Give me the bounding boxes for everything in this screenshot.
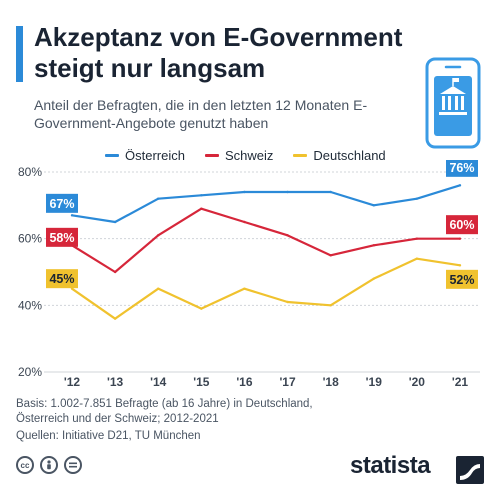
data-point xyxy=(415,257,419,260)
y-tick-label: 20% xyxy=(18,365,42,379)
x-tick-label: '15 xyxy=(193,375,210,389)
chart-title: Akzeptanz von E-Government steigt nur la… xyxy=(34,22,403,83)
legend-item-oesterreich: Österreich xyxy=(105,148,185,163)
end-label-2-text: 52% xyxy=(449,273,474,287)
nd-equals-icon xyxy=(64,456,82,474)
cc-icon: cc xyxy=(16,456,34,474)
x-tick-label: '18 xyxy=(323,375,340,389)
legend-swatch-deutschland xyxy=(293,154,308,157)
data-point xyxy=(415,197,419,200)
start-label-2: 45% xyxy=(46,269,78,289)
title-accent-bar xyxy=(16,26,23,82)
data-point xyxy=(458,184,462,187)
footer-basis: Basis: 1.002-7.851 Befragte (ab 16 Jahre… xyxy=(16,398,313,425)
end-label-2: 52% xyxy=(446,269,478,289)
statista-logo-mark-icon[interactable] xyxy=(456,456,484,484)
start-label-2-text: 45% xyxy=(49,272,74,286)
data-point xyxy=(329,190,332,194)
data-point xyxy=(200,207,203,210)
data-point xyxy=(243,190,246,194)
data-point xyxy=(113,220,117,224)
data-point xyxy=(243,220,246,224)
data-point xyxy=(243,287,246,290)
end-label-1-text: 60% xyxy=(449,218,474,232)
data-point xyxy=(286,190,289,194)
legend-label-schweiz: Schweiz xyxy=(224,148,274,163)
legend-item-deutschland: Deutschland xyxy=(293,148,386,163)
data-point xyxy=(458,237,462,240)
legend-swatch-oesterreich xyxy=(105,154,119,157)
end-label-1-box xyxy=(446,215,478,235)
end-label-0-text: 76% xyxy=(449,161,474,175)
data-point xyxy=(286,234,289,237)
data-point xyxy=(286,300,289,304)
line-chart: 20% 40% 60% 80% '12 '13 '14 '15 '16 '17 '18 '19 '20 '… xyxy=(18,160,480,389)
end-label-0: 76% xyxy=(446,160,478,177)
data-point xyxy=(329,304,332,307)
series-line-0 xyxy=(71,184,461,224)
x-tick-label: '17 xyxy=(279,375,296,389)
data-point xyxy=(458,264,462,267)
e-government-phone-icon xyxy=(425,57,481,149)
series-line-1 xyxy=(71,207,460,274)
start-label-1-text: 58% xyxy=(49,231,74,245)
end-label-1: 60% xyxy=(446,215,478,235)
x-tick-label: '13 xyxy=(107,375,124,389)
data-point xyxy=(372,204,375,207)
start-label-0-box xyxy=(46,193,78,213)
by-person-icon xyxy=(40,456,58,474)
series-line-2 xyxy=(71,257,461,320)
legend-swatch-schweiz xyxy=(204,154,219,157)
chart-legend: Österreich Schweiz Deutschland xyxy=(105,148,386,163)
y-tick-label: 60% xyxy=(18,232,42,246)
legend-item-schweiz: Schweiz xyxy=(204,148,274,163)
legend-label-deutschland: Deutschland xyxy=(313,148,386,163)
start-label-1: 58% xyxy=(46,227,78,247)
footer-sources: Quellen: Initiative D21, TU München xyxy=(16,430,201,442)
data-point xyxy=(200,194,203,197)
start-label-2-box xyxy=(46,269,78,289)
data-point xyxy=(372,277,375,280)
x-tick-label: '19 xyxy=(366,375,383,389)
start-label-1-box xyxy=(46,227,78,247)
chart-subtitle: Anteil der Befragten, die in den letzten… xyxy=(34,97,368,131)
data-point xyxy=(70,214,74,217)
end-label-0-box xyxy=(446,160,478,177)
x-tick-label: '14 xyxy=(150,375,167,389)
x-tick-label: '20 xyxy=(409,375,426,389)
license-icons: cc xyxy=(16,456,82,474)
data-point xyxy=(200,307,203,310)
data-point xyxy=(329,254,332,257)
data-point xyxy=(415,237,419,240)
y-tick-label: 80% xyxy=(18,165,42,179)
x-tick-label: '12 xyxy=(64,375,81,389)
y-tick-label: 40% xyxy=(18,298,42,312)
data-point xyxy=(157,197,160,200)
data-point xyxy=(157,287,160,290)
x-tick-label: '16 xyxy=(236,375,253,389)
data-point xyxy=(372,244,375,247)
statista-logo-text[interactable]: statista xyxy=(350,452,431,479)
end-label-2-box xyxy=(446,269,478,289)
data-point xyxy=(157,234,160,237)
x-tick-label: '21 xyxy=(452,375,469,389)
data-point xyxy=(113,270,117,274)
start-label-0: 67% xyxy=(46,193,78,213)
start-label-0-text: 67% xyxy=(49,197,74,211)
legend-label-oesterreich: Österreich xyxy=(125,148,185,163)
data-point xyxy=(113,317,117,320)
